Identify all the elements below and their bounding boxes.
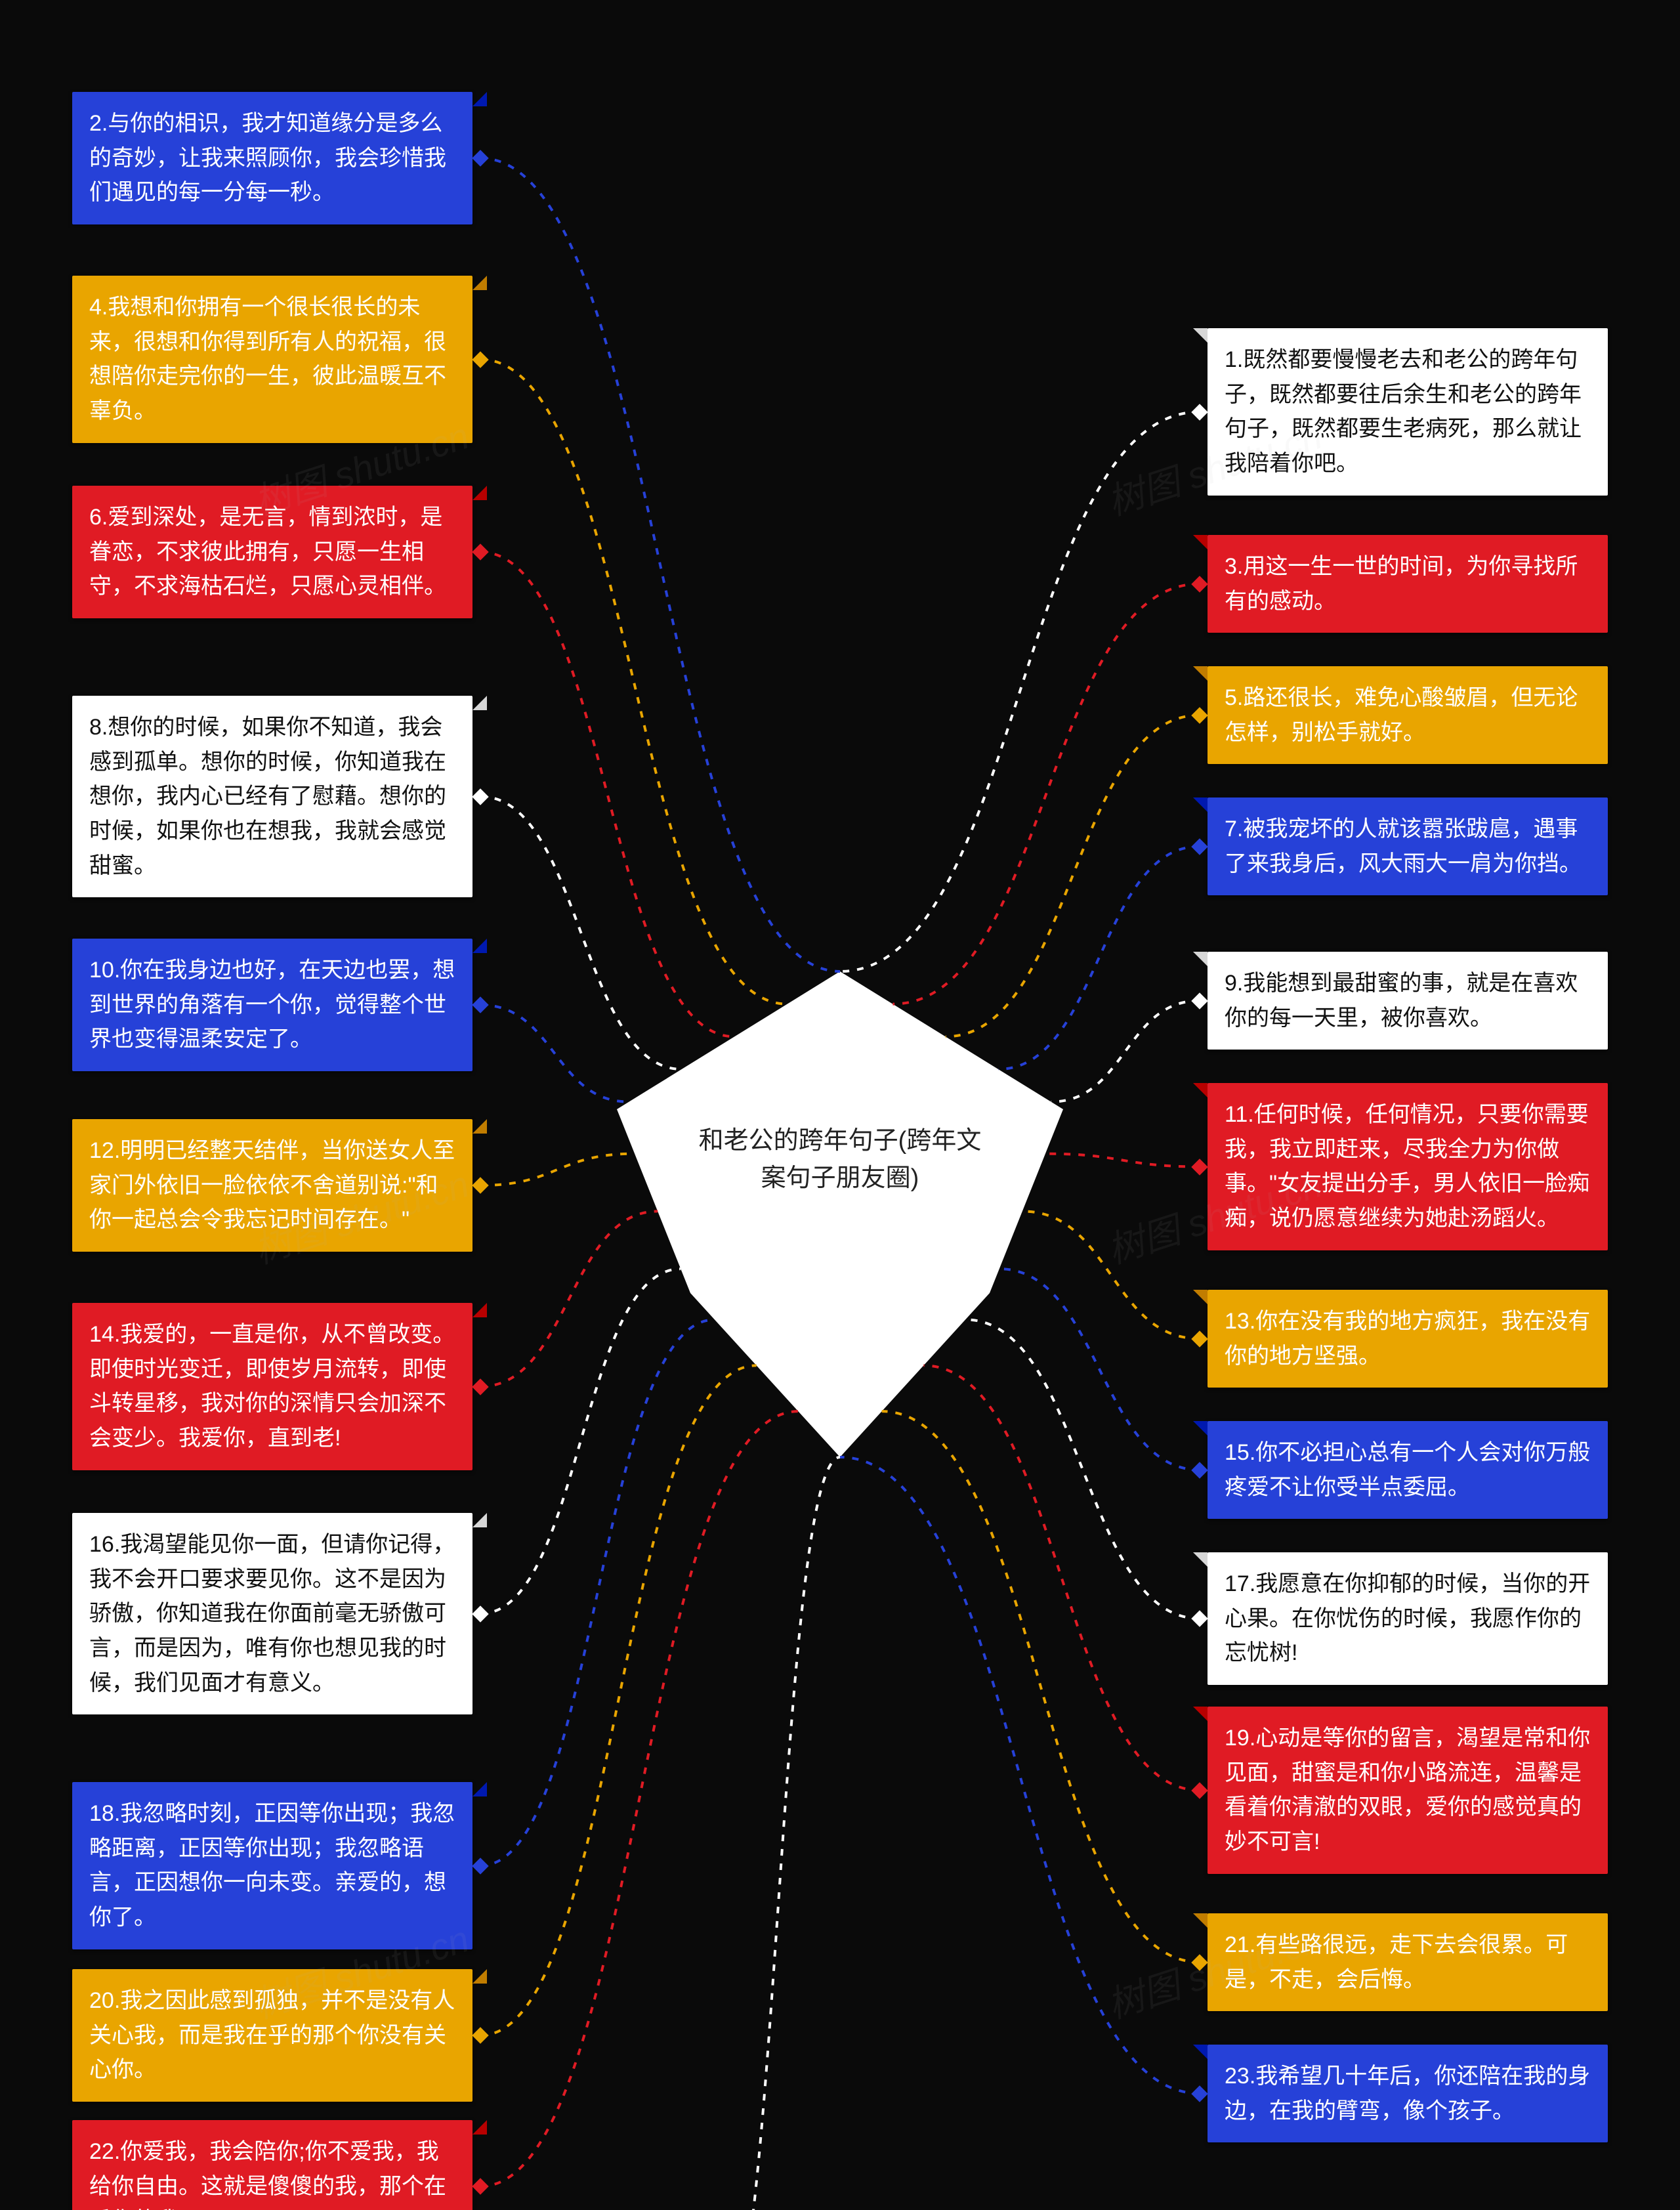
connector-end-icon	[1191, 1330, 1208, 1347]
node-notch	[472, 939, 487, 953]
connector-end-icon	[1191, 838, 1208, 855]
quote-node-23: 23.我希望几十年后，你还陪在我的身边，在我的臂弯，像个孩子。	[1208, 2045, 1608, 2142]
node-notch	[1193, 1290, 1208, 1304]
connector-end-icon	[472, 150, 488, 166]
node-notch	[472, 1303, 487, 1317]
node-notch	[1193, 2045, 1208, 2059]
connector-end-icon	[472, 1858, 488, 1874]
connector-end-icon	[1191, 1782, 1208, 1798]
quote-node-14: 14.我爱的，一直是你，从不曾改变。即使时光变迁，即使岁月流转，即使斗转星移，我…	[72, 1303, 472, 1470]
node-notch	[1193, 797, 1208, 812]
quote-node-15: 15.你不必担心总有一个人会对你万般疼爱不让你受半点委屈。	[1208, 1421, 1608, 1519]
connector-end-icon	[472, 788, 488, 805]
node-notch	[1193, 952, 1208, 966]
quote-node-11: 11.任何时候，任何情况，只要你需要我，我立即赶来，尽我全力为你做事。"女友提出…	[1208, 1083, 1608, 1250]
node-notch	[1193, 1552, 1208, 1567]
center-title: 和老公的跨年句子(跨年文案句子朋友圈)	[663, 1122, 1017, 1197]
node-notch	[472, 2120, 487, 2135]
node-notch	[472, 1782, 487, 1796]
quote-node-16: 16.我渴望能见你一面，但请你记得，我不会开口要求要见你。这不是因为骄傲，你知道…	[72, 1513, 472, 1714]
quote-node-1: 1.既然都要慢慢老去和老公的跨年句子，既然都要往后余生和老公的跨年句子，既然都要…	[1208, 328, 1608, 496]
quote-node-2: 2.与你的相识，我才知道缘分是多么的奇妙，让我来照顾你，我会珍惜我们遇见的每一分…	[72, 92, 472, 224]
connector-end-icon	[472, 2178, 488, 2194]
node-notch	[472, 1119, 487, 1134]
quote-node-5: 5.路还很长，难免心酸皱眉，但无论怎样，别松手就好。	[1208, 666, 1608, 764]
node-notch	[1193, 535, 1208, 549]
node-notch	[1193, 1421, 1208, 1435]
node-notch	[472, 1969, 487, 1984]
connector-end-icon	[472, 1378, 488, 1395]
connector-end-icon	[1191, 576, 1208, 592]
quote-node-18: 18.我忽略时刻，正因等你出现；我忽略距离，正因等你出现；我忽略语言，正因想你一…	[72, 1782, 472, 1949]
node-notch	[472, 1513, 487, 1527]
connector-end-icon	[472, 1177, 488, 1193]
node-notch	[1193, 666, 1208, 681]
node-notch	[472, 696, 487, 710]
connector-end-icon	[472, 1605, 488, 1622]
quote-node-9: 9.我能想到最甜蜜的事，就是在喜欢你的每一天里，被你喜欢。	[1208, 952, 1608, 1050]
connector-end-icon	[1191, 1462, 1208, 1478]
node-notch	[472, 486, 487, 500]
quote-node-20: 20.我之因此感到孤独，并不是没有人关心我，而是我在乎的那个你没有关心你。	[72, 1969, 472, 2102]
node-notch	[472, 276, 487, 290]
quote-node-17: 17.我愿意在你抑郁的时候，当你的开心果。在你忧伤的时候，我愿作你的忘忧树!	[1208, 1552, 1608, 1685]
quote-node-21: 21.有些路很远，走下去会很累。可是，不走，会后悔。	[1208, 1913, 1608, 2011]
connector-end-icon	[1191, 1954, 1208, 1970]
quote-node-7: 7.被我宠坏的人就该嚣张跋扈，遇事了来我身后，风大雨大一肩为你挡。	[1208, 797, 1608, 895]
connector-end-icon	[1191, 2085, 1208, 2102]
quote-node-3: 3.用这一生一世的时间，为你寻找所有的感动。	[1208, 535, 1608, 633]
quote-node-13: 13.你在没有我的地方疯狂，我在没有你的地方坚强。	[1208, 1290, 1608, 1388]
quote-node-22: 22.你爱我，我会陪你;你不爱我，我给你自由。这就是傻傻的我，那个在乎你的我。	[72, 2120, 472, 2210]
node-notch	[472, 92, 487, 106]
connector-end-icon	[472, 543, 488, 560]
node-notch	[1193, 328, 1208, 343]
node-notch	[1193, 1083, 1208, 1097]
connector-end-icon	[1191, 992, 1208, 1009]
quote-node-19: 19.心动是等你的留言，渴望是常和你见面，甜蜜是和你小路流连，温馨是看着你清澈的…	[1208, 1707, 1608, 1874]
mindmap-stage: 和老公的跨年句子(跨年文案句子朋友圈) 2.与你的相识，我才知道缘分是多么的奇妙，…	[0, 0, 1680, 2210]
node-notch	[1193, 1913, 1208, 1928]
node-notch	[1193, 1707, 1208, 1721]
quote-node-10: 10.你在我身边也好，在天边也罢，想到世界的角落有一个你，觉得整个世界也变得温柔…	[72, 939, 472, 1071]
connector-end-icon	[1191, 1610, 1208, 1626]
connector-end-icon	[1191, 1158, 1208, 1175]
connector-end-icon	[1191, 707, 1208, 723]
connector-end-icon	[1191, 404, 1208, 420]
quote-node-8: 8.想你的时候，如果你不知道，我会感到孤单。想你的时候，你知道我在想你，我内心已…	[72, 696, 472, 897]
quote-node-6: 6.爱到深处，是无言，情到浓时，是眷恋，不求彼此拥有，只愿一生相守，不求海枯石烂…	[72, 486, 472, 618]
quote-node-12: 12.明明已经整天结伴，当你送女人至家门外依旧一脸依依不舍道别说:"和你一起总会…	[72, 1119, 472, 1252]
quote-node-4: 4.我想和你拥有一个很长很长的未来，很想和你得到所有人的祝福，很想陪你走完你的一…	[72, 276, 472, 443]
connector-end-icon	[472, 996, 488, 1013]
connector-end-icon	[472, 351, 488, 368]
connector-end-icon	[472, 2027, 488, 2043]
